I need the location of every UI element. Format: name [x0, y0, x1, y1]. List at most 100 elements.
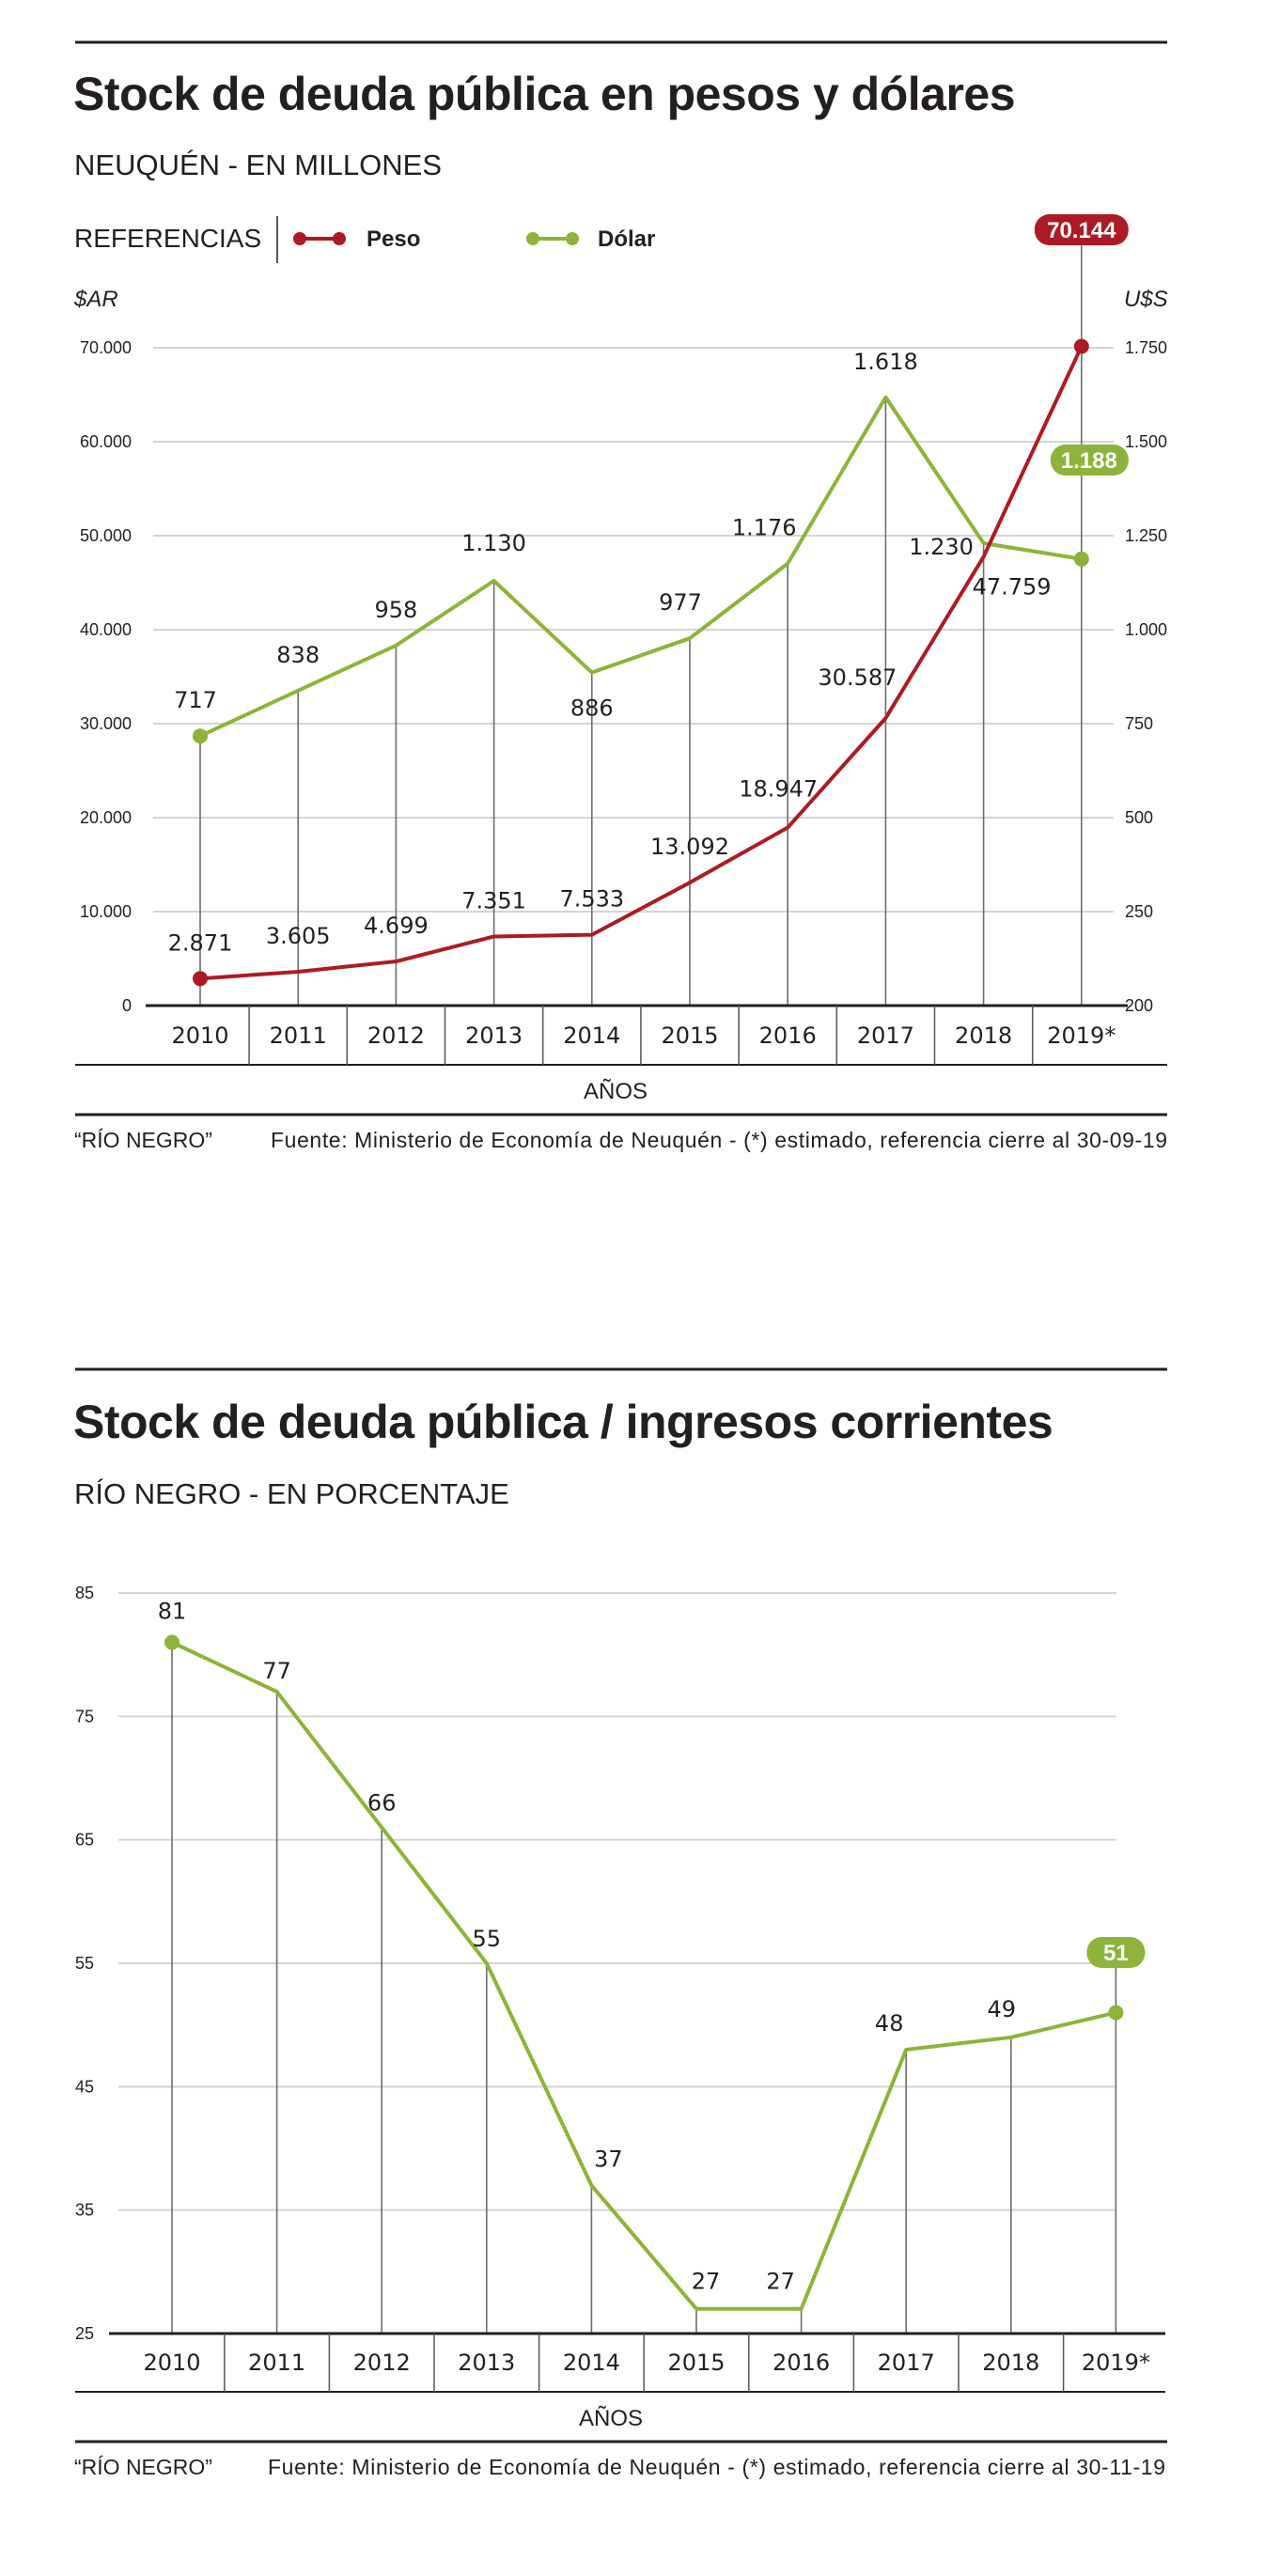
legend: REFERENCIAS Peso Dólar	[74, 216, 655, 263]
chart1-y-right-ticks: 200 250 500 750 1.000 1.250 1.500 1.750	[1125, 338, 1167, 1015]
chart2-x-axis: 2010 2011 2012 2013 2014 2015 2016 2017 2018 2019…	[75, 2332, 1165, 2393]
data-label-dolar: 1.176	[732, 515, 797, 541]
data-label: 77	[262, 1658, 291, 1684]
y-right-tick-label: 1.500	[1125, 432, 1167, 451]
chart2-data-labels: 81 77 66 55 37 27 27 48 49 51	[158, 1599, 1146, 2295]
legend-label-peso: Peso	[367, 226, 420, 252]
y-left-tick-label: 0	[122, 996, 132, 1015]
y-right-tick-label: 1.750	[1125, 338, 1167, 357]
chart2-year-guides	[171, 1642, 1117, 2334]
data-label: 66	[367, 1790, 397, 1817]
x-tick-label: 2012	[353, 2350, 411, 2376]
series-line-peso	[199, 345, 1084, 981]
x-tick-label: 2016	[759, 1023, 817, 1049]
data-label-peso: 7.351	[461, 887, 526, 913]
y-left-tick-label: 30.000	[80, 714, 132, 733]
y-right-tick-label: 1.000	[1125, 620, 1167, 639]
data-label-peso: 30.587	[818, 664, 897, 691]
data-label-peso: 4.699	[364, 913, 429, 939]
badge-dolar-last-value: 1.188	[1061, 448, 1117, 474]
y-right-tick-label: 200	[1125, 996, 1153, 1015]
data-label-dolar: 1.230	[909, 534, 974, 560]
x-tick-label: 2013	[465, 1023, 523, 1049]
data-label-dolar: 958	[374, 597, 417, 623]
data-label: 55	[473, 1926, 502, 1952]
y-left-tick-label: 70.000	[80, 338, 132, 357]
chart1-subtitle: NEUQUÉN - EN MILLONES	[74, 148, 442, 181]
data-label-peso: 7.533	[559, 886, 624, 913]
y-axis-right-label: U$S	[1124, 287, 1168, 312]
badge-peso-last	[1034, 214, 1129, 245]
y-right-tick-label: 1.250	[1125, 526, 1167, 545]
data-label-dolar: 838	[276, 642, 320, 668]
x-tick-label: 2016	[772, 2350, 830, 2376]
data-point	[164, 1634, 179, 1650]
data-label: 27	[766, 2269, 795, 2295]
chart2-series	[164, 1634, 1124, 2311]
x-tick-label: 2015	[667, 2350, 725, 2376]
y-left-tick-label: 40.000	[80, 620, 132, 639]
y-right-tick-label: 250	[1125, 902, 1153, 921]
x-tick-label: 2019*	[1047, 1023, 1116, 1049]
x-tick-label: 2011	[270, 1023, 327, 1049]
chart1-year-guides	[199, 244, 1083, 1006]
chart1-credit: “RÍO NEGRO”	[74, 1128, 212, 1152]
data-label-peso: 47.759	[973, 573, 1052, 600]
x-tick-label: 2012	[367, 1023, 425, 1049]
x-tick-label: 2018	[955, 1023, 1012, 1049]
chart-2: Stock de deuda pública / ingresos corrie…	[73, 1367, 1167, 2479]
chart2-source: Fuente: Ministerio de Economía de Neuqué…	[268, 2455, 1165, 2479]
y-tick-label: 45	[75, 2077, 94, 2096]
legend-label-dolar: Dólar	[598, 226, 655, 252]
data-point-peso	[1073, 338, 1089, 354]
data-point	[1108, 2005, 1124, 2021]
data-point-dolar	[1073, 551, 1089, 567]
data-label-dolar: 1.130	[461, 530, 526, 556]
y-left-tick-label: 10.000	[80, 902, 132, 921]
x-tick-label: 2018	[982, 2350, 1039, 2376]
y-tick-label: 35	[75, 2201, 94, 2220]
chart2-subtitle: RÍO NEGRO - EN PORCENTAJE	[74, 1477, 509, 1510]
y-left-tick-label: 50.000	[80, 526, 132, 545]
data-label: 27	[692, 2269, 721, 2295]
x-tick-label: 2015	[661, 1023, 718, 1049]
data-label: 37	[594, 2146, 623, 2172]
y-tick-label: 25	[75, 2324, 94, 2343]
chart2-x-axis-title: AÑOS	[579, 2406, 643, 2431]
chart-1: Stock de deuda pública en pesos y dólare…	[73, 40, 1168, 1152]
badge-last	[1086, 1937, 1146, 1968]
legend-item-dolar: Dólar	[526, 226, 655, 252]
data-label: 49	[988, 1996, 1017, 2022]
chart1-series	[193, 338, 1089, 987]
data-point-peso	[193, 971, 208, 987]
data-label-dolar: 1.618	[853, 349, 918, 375]
badge-last-value: 51	[1103, 1941, 1129, 1966]
chart1-source: Fuente: Ministerio de Economía de Neuqué…	[271, 1128, 1167, 1152]
legend-item-peso: Peso	[293, 226, 420, 252]
y-right-tick-label: 500	[1125, 808, 1153, 827]
chart2-title: Stock de deuda pública / ingresos corrie…	[73, 1396, 1053, 1448]
chart1-title: Stock de deuda pública en pesos y dólare…	[73, 68, 1015, 120]
x-tick-label: 2019*	[1082, 2350, 1150, 2376]
data-label-dolar: 886	[570, 695, 614, 722]
x-tick-label: 2010	[171, 1023, 228, 1049]
data-label-dolar: 977	[659, 589, 702, 616]
x-tick-label: 2013	[458, 2350, 515, 2376]
y-right-tick-label: 750	[1125, 714, 1153, 733]
badge-dolar-last	[1050, 445, 1129, 476]
y-tick-label: 75	[75, 1707, 94, 1725]
data-point-dolar	[193, 728, 208, 744]
dolar-line-marker-icon	[526, 232, 579, 245]
data-label-peso: 2.871	[168, 929, 233, 956]
y-left-tick-label: 20.000	[80, 808, 132, 827]
y-left-tick-label: 60.000	[80, 432, 132, 451]
data-label-peso: 3.605	[266, 923, 331, 949]
x-tick-label: 2014	[563, 2350, 620, 2376]
chart1-gridlines	[153, 347, 1114, 913]
chart2-y-ticks: 25 35 45 55 65 75 85	[75, 1584, 94, 2343]
y-axis-left-label: $AR	[73, 287, 118, 312]
y-tick-label: 65	[75, 1831, 94, 1850]
chart2-credit: “RÍO NEGRO”	[74, 2455, 212, 2479]
x-tick-label: 2017	[857, 1023, 914, 1049]
